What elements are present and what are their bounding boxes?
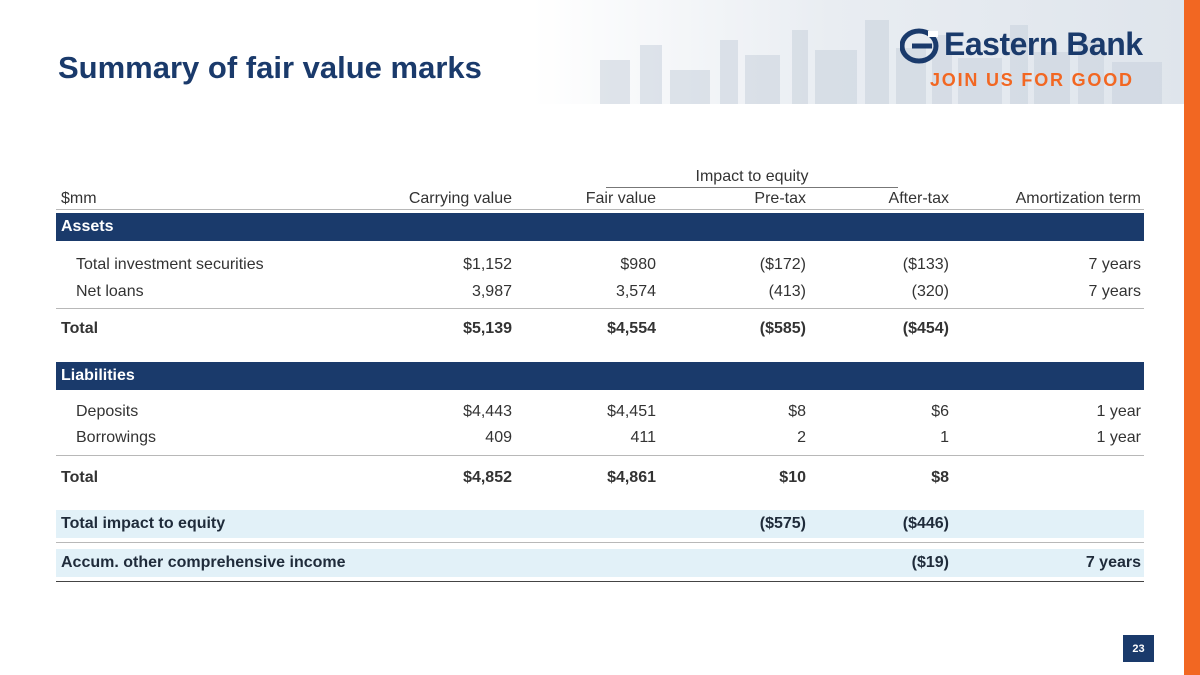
- cell-aftertax: (320): [911, 283, 949, 300]
- table-row: Deposits $4,443 $4,451 $8 $6 1 year: [56, 398, 1144, 426]
- cell-carrying: $4,443: [463, 403, 512, 420]
- cell-pretax: ($575): [759, 515, 806, 532]
- cell-aftertax: ($446): [902, 515, 949, 532]
- cell-aftertax: ($454): [902, 320, 949, 337]
- cell-fair: $4,554: [607, 320, 656, 337]
- row-label: Borrowings: [76, 429, 157, 446]
- section-label: Assets: [61, 218, 114, 235]
- page-title: Summary of fair value marks: [58, 50, 482, 85]
- cell-carrying: $5,139: [463, 320, 512, 337]
- cell-carrying: 409: [485, 429, 512, 446]
- liabilities-total-row: Total $4,852 $4,861 $10 $8: [56, 464, 1144, 492]
- logo-tagline: JOIN US FOR GOOD: [930, 70, 1134, 90]
- header-banner: [0, 0, 1184, 104]
- section-label: Liabilities: [61, 367, 135, 384]
- header-fair-value: Fair value: [585, 190, 656, 207]
- table-row: Total investment securities $1,152 $980 …: [56, 251, 1144, 279]
- total-impact-row: Total impact to equity ($575) ($446): [56, 510, 1144, 538]
- page-number: 23: [1123, 635, 1154, 662]
- cell-fair: 411: [630, 429, 656, 446]
- impact-header-rule: [606, 187, 898, 188]
- cell-amort: 1 year: [1096, 429, 1141, 446]
- row-label: Net loans: [76, 283, 144, 300]
- cell-pretax: 2: [797, 429, 806, 446]
- section-assets: Assets: [56, 213, 1144, 241]
- cell-carrying: $4,852: [463, 469, 512, 486]
- table-header-row: $mm Carrying value Fair value Pre-tax Af…: [56, 185, 1144, 213]
- row-label: Accum. other comprehensive income: [61, 554, 346, 571]
- header-unit: $mm: [61, 190, 97, 207]
- cell-pretax: ($585): [759, 320, 806, 337]
- cell-amort: 7 years: [1085, 554, 1141, 571]
- eastern-bank-logo: Eastern Bank JOIN US FOR GOOD: [900, 26, 1162, 92]
- cell-amort: 1 year: [1096, 403, 1141, 420]
- cell-aftertax: ($19): [911, 554, 949, 571]
- logo-mark-icon: [900, 28, 939, 64]
- cell-pretax: $10: [779, 469, 806, 486]
- cell-pretax: ($172): [759, 256, 806, 273]
- impact-rule: [56, 542, 1144, 543]
- cell-carrying: 3,987: [471, 283, 512, 300]
- logo-name: Eastern Bank: [944, 26, 1143, 62]
- cell-fair: $4,451: [607, 403, 656, 420]
- header-after-tax: After-tax: [888, 190, 949, 207]
- row-label: Total: [61, 320, 99, 337]
- cell-amort: 7 years: [1088, 283, 1141, 300]
- cell-pretax: $8: [788, 403, 806, 420]
- cell-aftertax: $6: [931, 403, 949, 420]
- row-label: Deposits: [76, 403, 139, 420]
- row-label: Total impact to equity: [61, 515, 226, 532]
- header-carrying-value: Carrying value: [408, 190, 512, 207]
- cell-carrying: $1,152: [463, 256, 512, 273]
- total-rule: [56, 455, 1144, 456]
- cell-fair: $4,861: [607, 469, 656, 486]
- cell-fair: $980: [620, 256, 656, 273]
- aoci-row: Accum. other comprehensive income ($19) …: [56, 549, 1144, 577]
- orange-accent-bar: [1184, 0, 1200, 675]
- cell-aftertax: 1: [940, 429, 949, 446]
- table-row: Borrowings 409 411 2 1 1 year: [56, 424, 1144, 452]
- cell-amort: 7 years: [1088, 256, 1141, 273]
- cell-aftertax: ($133): [902, 256, 949, 273]
- header-amortization-term: Amortization term: [1015, 190, 1141, 207]
- cell-pretax: (413): [768, 283, 806, 300]
- city-skyline-image: [600, 20, 1162, 104]
- impact-to-equity-header: Impact to equity: [695, 168, 809, 185]
- assets-total-row: Total $5,139 $4,554 ($585) ($454): [56, 315, 1144, 343]
- table-row: Net loans 3,987 3,574 (413) (320) 7 year…: [56, 278, 1144, 306]
- total-rule: [56, 308, 1144, 309]
- row-label: Total: [61, 469, 99, 486]
- header-rule: [56, 209, 1144, 210]
- row-label: Total investment securities: [76, 256, 264, 273]
- section-liabilities: Liabilities: [56, 362, 1144, 390]
- table-bottom-rule: [56, 581, 1144, 582]
- cell-fair: 3,574: [615, 283, 656, 300]
- header-pre-tax: Pre-tax: [754, 190, 806, 207]
- cell-aftertax: $8: [931, 469, 949, 486]
